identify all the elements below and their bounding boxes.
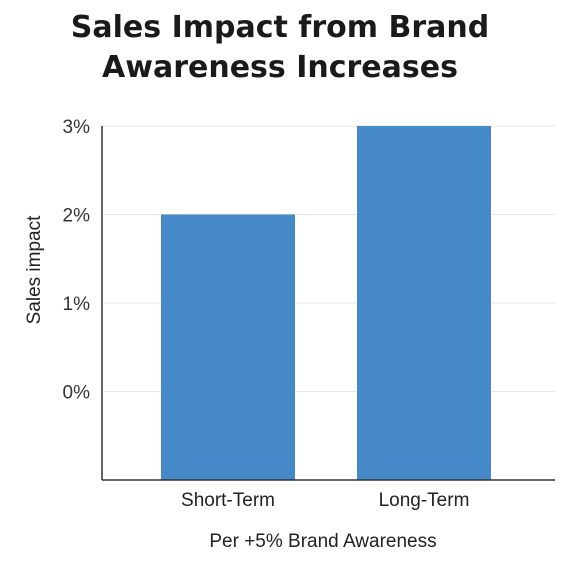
chart-title: Sales Impact from Brand Awareness Increa… <box>70 10 490 85</box>
x-tick-label: Short-Term <box>181 490 275 511</box>
bar-short-term <box>161 214 295 480</box>
bars <box>161 126 491 480</box>
y-axis-title: Sales impact <box>24 215 45 324</box>
y-tick-label: 3% <box>63 117 91 138</box>
y-tick-label: 0% <box>63 383 91 404</box>
x-tick-label: Long-Term <box>379 490 470 511</box>
y-tick-label: 1% <box>63 294 91 315</box>
y-tick-label: 2% <box>63 206 91 227</box>
bar-long-term <box>357 126 491 480</box>
x-axis-title: Per +5% Brand Awareness <box>209 531 436 552</box>
y-tick-labels: 0% 1% 2% 3% <box>63 117 91 404</box>
category-labels: Short-Term Long-Term <box>181 490 469 511</box>
